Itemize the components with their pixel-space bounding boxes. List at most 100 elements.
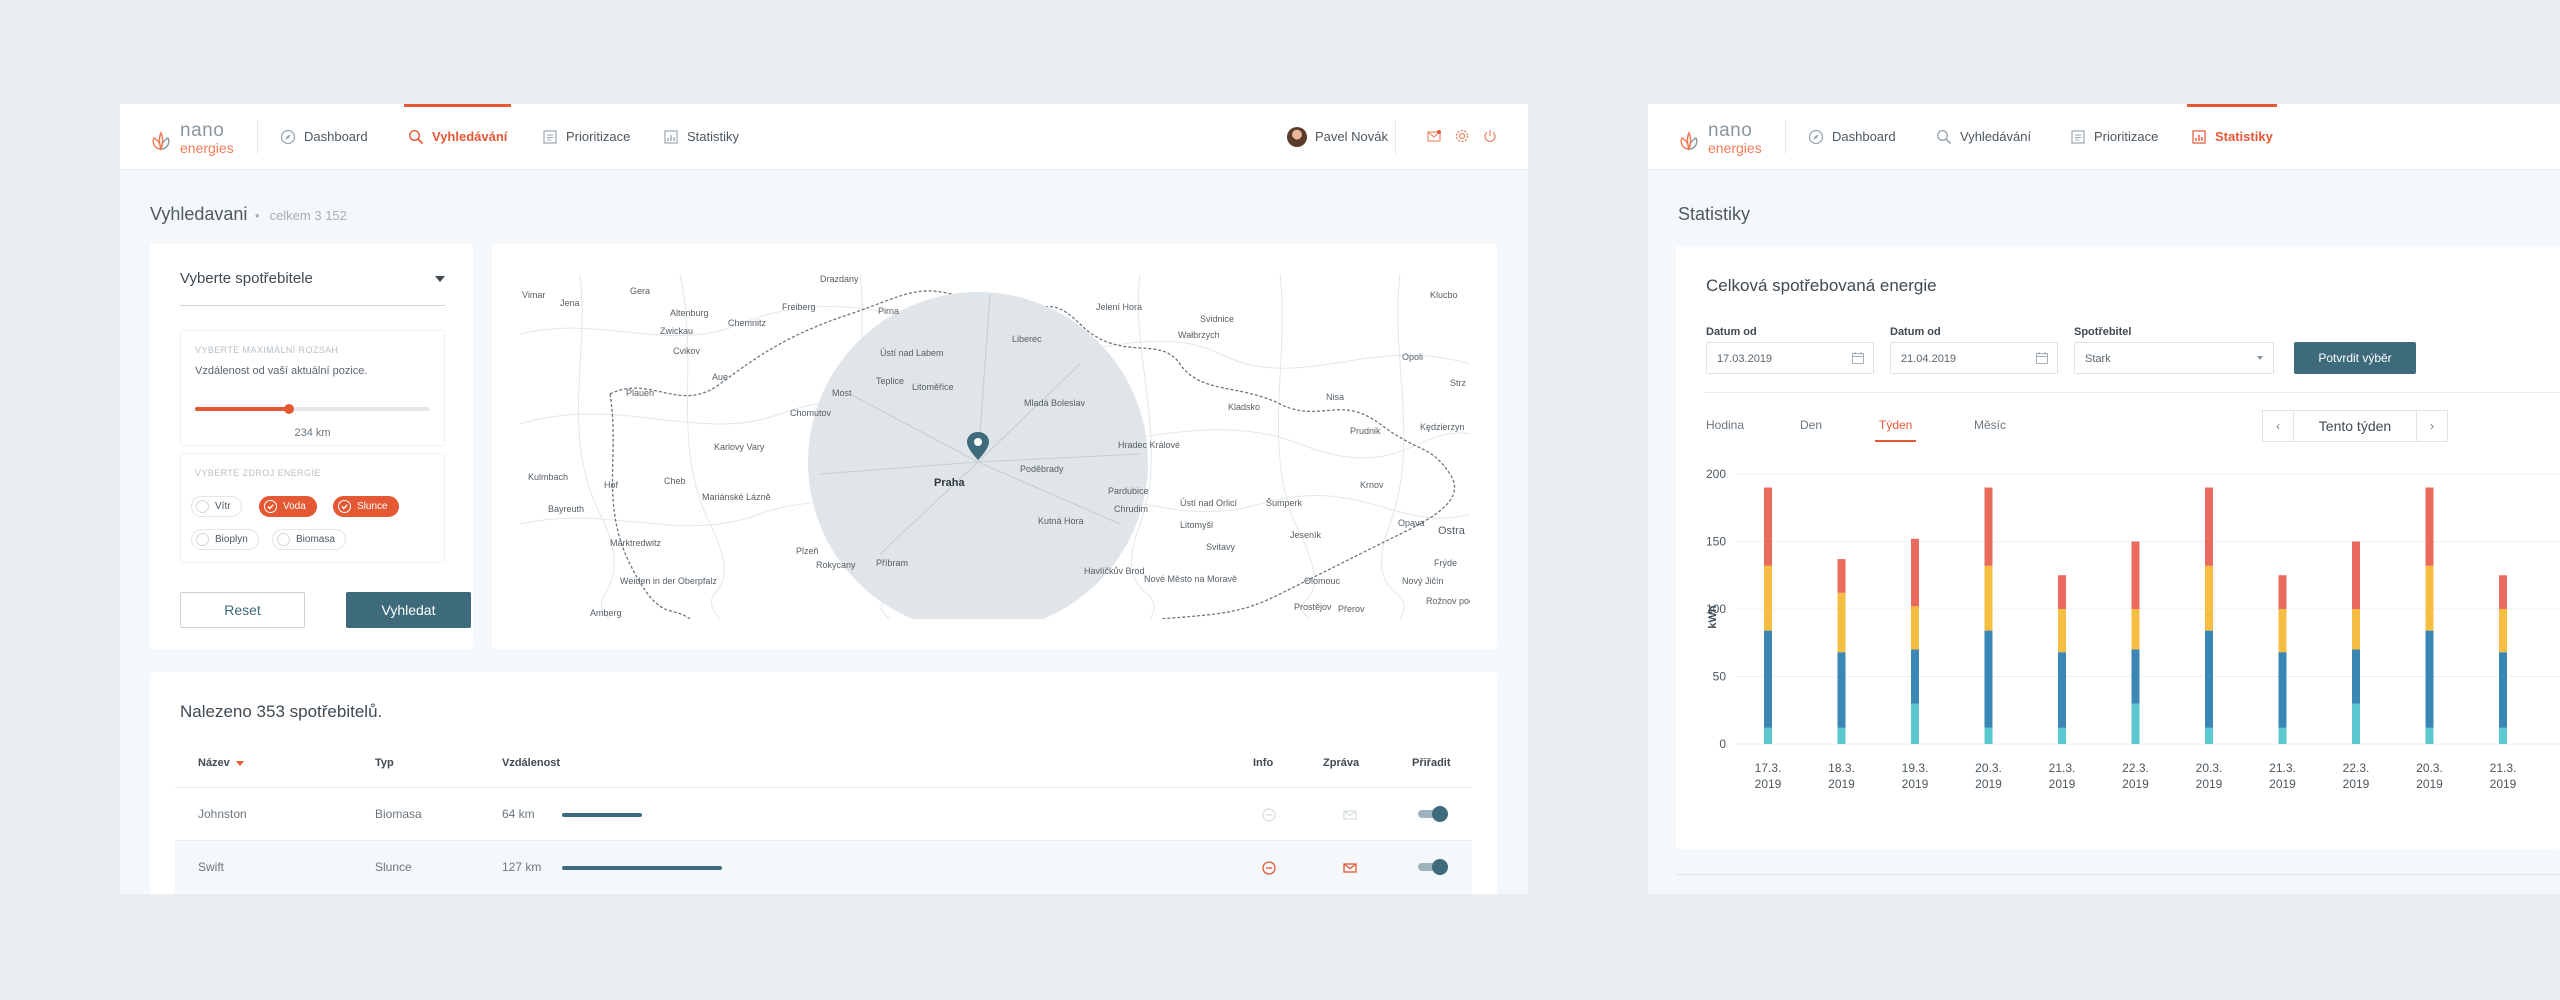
location-pin-icon[interactable] (967, 432, 989, 460)
filter-panel: Vyberte spotřebitele VYBERTE MAXIMÁLNÍ R… (150, 244, 473, 649)
map-label: Příbram (876, 558, 908, 568)
bar-segment (1764, 487, 1772, 566)
map-label: Krnov (1360, 480, 1384, 490)
nav-prioritization-label: Prioritizace (2094, 129, 2159, 144)
table-row[interactable]: Johnston Biomasa 64 km (175, 787, 1472, 840)
chip-label: Bioplyn (215, 534, 248, 545)
cell-name: Johnston (198, 807, 247, 821)
table-row[interactable]: Swift Slunce 127 km (175, 840, 1472, 893)
toggle-thumb (1432, 806, 1448, 822)
column-header-assign: Přiřadit (1412, 757, 1451, 769)
bar-segment (1984, 565, 1993, 631)
logo-word-energies: energies (1708, 140, 1762, 156)
reset-button[interactable]: Reset (180, 592, 305, 628)
distance-value: 234 km (294, 427, 331, 439)
mail-icon[interactable] (1426, 128, 1442, 144)
map-label: Altenburg (670, 308, 709, 318)
user-menu[interactable]: Pavel Novák (1287, 104, 1388, 169)
chevron-right-icon[interactable]: › (2416, 410, 2448, 442)
assign-toggle[interactable] (1418, 859, 1448, 875)
bar-segment (2131, 649, 2140, 704)
x-tick-year: 2019 (2416, 777, 2443, 791)
results-panel: Nalezeno 353 spotřebitelů. Název Typ Vzd… (150, 672, 1497, 894)
assign-toggle[interactable] (1418, 806, 1448, 822)
page-title: Vyhledavani (150, 204, 248, 224)
power-icon[interactable] (1482, 128, 1498, 144)
nav-search[interactable]: Vyhledávání (1936, 104, 2031, 169)
bar-segment (2499, 575, 2507, 609)
map-label: Rožnov pod Radhoštěm (1426, 596, 1470, 606)
checkbox-icon (277, 533, 290, 546)
nav-prioritization[interactable]: Prioritizace (542, 104, 630, 169)
y-tick-label: 100 (1706, 602, 1726, 616)
nav-statistics[interactable]: Statistiky (663, 104, 739, 169)
chip-wind[interactable]: Vítr (191, 496, 242, 517)
column-header-info: Info (1253, 757, 1274, 769)
nav-prioritization[interactable]: Prioritizace (2070, 104, 2158, 169)
search-button[interactable]: Vyhledat (346, 592, 471, 628)
bar-segment (2205, 487, 2213, 566)
nav-dashboard-label: Dashboard (304, 129, 368, 144)
compass-icon (280, 129, 296, 145)
chip-biogas[interactable]: Bioplyn (191, 529, 259, 550)
nav-dashboard[interactable]: Dashboard (280, 104, 368, 169)
x-tick-label: 22.3. (2122, 761, 2149, 775)
bar-segment (1837, 592, 1846, 653)
slider-handle[interactable] (284, 404, 294, 414)
tab-day[interactable]: Den (1800, 418, 1823, 432)
tab-month[interactable]: Měsíc (1974, 418, 2007, 432)
mail-icon[interactable] (1342, 860, 1358, 876)
gear-icon[interactable] (1454, 128, 1470, 144)
chip-water[interactable]: Voda (259, 496, 317, 517)
mail-icon[interactable] (1342, 807, 1358, 823)
nav-statistics[interactable]: Statistiky (2187, 104, 2277, 169)
y-tick-label: 50 (1713, 670, 1727, 684)
tab-hour[interactable]: Hodina (1706, 418, 1745, 432)
nav-search-label: Vyhledávání (1960, 129, 2032, 144)
chart-card-title: Celková spotřebovaná energie (1706, 276, 1937, 295)
date-from-label: Datum od (1706, 326, 1757, 338)
distance-slider[interactable] (195, 404, 430, 414)
search-window: nano energies Dashboard Vyhledávání Prio… (120, 104, 1528, 894)
cell-distance: 127 km (502, 860, 542, 874)
bar-segment (2058, 609, 2066, 653)
column-header-name[interactable]: Název (198, 757, 244, 769)
nav-dashboard[interactable]: Dashboard (1808, 104, 1896, 169)
date-to-field[interactable]: 21.04.2019 (1890, 342, 2058, 374)
chip-biomass[interactable]: Biomasa (272, 529, 346, 550)
map-label: Šumperk (1266, 498, 1303, 508)
map-label: Prostějov (1294, 602, 1332, 612)
bar-segment (1984, 487, 1993, 566)
map-label: Kędzierzyn (1420, 422, 1465, 432)
map-label: Plzeň (796, 546, 819, 556)
map-label: Gera (630, 286, 650, 296)
confirm-button[interactable]: Potvrdit výběr (2294, 342, 2416, 374)
map[interactable]: Drazdany Vimar Jena Gera Altenburg Freib… (520, 274, 1470, 619)
date-from-field[interactable]: 17.03.2019 (1706, 342, 1874, 374)
map-label: Svitavy (1206, 542, 1236, 552)
map-label: Cvikov (673, 346, 701, 356)
chart-icon (2191, 129, 2207, 145)
consumer-select[interactable]: Vyberte spotřebitele (180, 270, 445, 306)
top-navigation: nano energies Dashboard Vyhledávání Prio… (1648, 104, 2560, 169)
logo[interactable]: nano energies (1678, 118, 1768, 158)
chip-sun[interactable]: Slunce (333, 496, 399, 517)
map-label: Strz (1450, 378, 1467, 388)
info-icon[interactable] (1261, 807, 1277, 823)
consumer-select[interactable]: Stark (2074, 342, 2274, 374)
chevron-left-icon[interactable]: ‹ (2262, 410, 2294, 442)
map-label: Ostra (1438, 525, 1466, 537)
map-label: Most (832, 388, 852, 398)
map-label: Opava (1398, 518, 1425, 528)
column-header-type: Typ (375, 757, 394, 769)
distance-bar (562, 813, 642, 817)
distance-box: VYBERTE MAXIMÁLNÍ ROZSAH Vzdálenost od v… (180, 330, 445, 446)
nav-search[interactable]: Vyhledávání (403, 104, 512, 169)
info-icon[interactable] (1261, 860, 1277, 876)
logo[interactable]: nano energies (150, 118, 240, 158)
map-label: Weiden in der Oberpfalz (620, 576, 717, 586)
tab-week[interactable]: Týden (1874, 418, 1917, 442)
map-label: Poděbrady (1020, 464, 1064, 474)
map-label: Vimar (522, 290, 545, 300)
map-label: Přerov (1338, 604, 1365, 614)
